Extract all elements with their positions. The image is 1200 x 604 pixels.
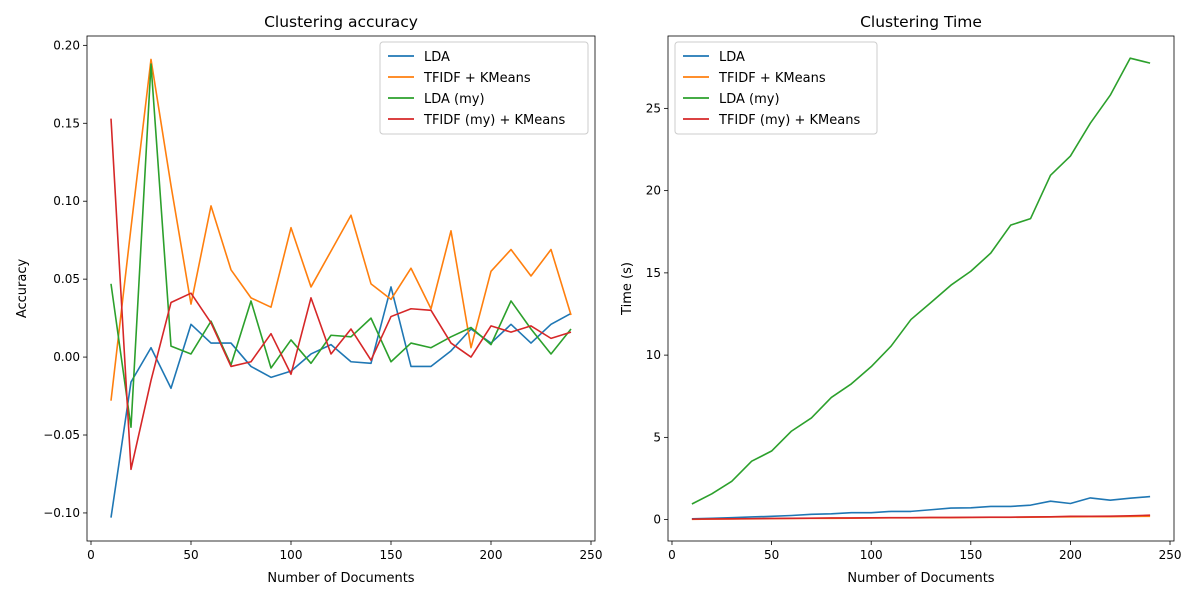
x-tick-label: 250 — [1159, 548, 1182, 562]
legend-label: LDA — [424, 50, 450, 65]
x-axis-label: Number of Documents — [267, 571, 414, 586]
legend-label: TFIDF + KMeans — [423, 71, 531, 86]
series-line-3 — [110, 63, 572, 429]
y-tick-label: 5 — [653, 430, 661, 444]
legend-label: TFIDF + KMeans — [718, 71, 826, 86]
legend: LDA TFIDF + KMeans LDA (my) TFIDF (my) + KM… — [379, 41, 589, 135]
x-tick-label: 0 — [87, 548, 95, 562]
x-tick-label: 150 — [380, 548, 403, 562]
x-tick-label: 150 — [959, 548, 982, 562]
accuracy-chart: 0 50 100 150 200 250 −0.10 −0.05 0.00 0.05 0.10 0.1… — [15, 13, 602, 586]
y-axis-label: Accuracy — [15, 259, 30, 319]
legend-label: LDA — [719, 50, 745, 65]
y-tick-label: 0 — [653, 513, 661, 527]
time-chart: 0 50 100 150 200 250 0 5 10 15 20 25 Clustering Time… — [620, 13, 1181, 586]
y-axis-label: Time (s) — [620, 262, 635, 316]
chart-title: Clustering accuracy — [264, 13, 418, 31]
y-tick-label: 0.00 — [53, 350, 80, 364]
plot-area — [691, 57, 1151, 521]
series-line-4 — [110, 118, 572, 471]
y-tick-label: 10 — [646, 348, 661, 362]
y-tick-label: −0.10 — [43, 506, 80, 520]
y-tick-label: 15 — [646, 266, 661, 280]
axes-frame — [667, 35, 1175, 542]
legend-box — [674, 41, 878, 135]
legend-label: TFIDF (my) + KMeans — [718, 113, 860, 128]
series-line-2 — [110, 58, 572, 401]
series-line-3 — [691, 57, 1151, 505]
plot-area — [110, 58, 572, 518]
x-tick-label: 200 — [480, 548, 503, 562]
legend-box — [379, 41, 589, 135]
chart-title: Clustering Time — [860, 13, 982, 31]
y-tick-label: −0.05 — [43, 428, 80, 442]
x-tick-label: 50 — [764, 548, 779, 562]
legend: LDA TFIDF + KMeans LDA (my) TFIDF (my) + KM… — [674, 41, 878, 135]
axes-frame — [86, 35, 596, 542]
y-tick-label: 0.10 — [53, 194, 80, 208]
x-tick-label: 100 — [280, 548, 303, 562]
x-axis-label: Number of Documents — [847, 571, 994, 586]
legend-label: TFIDF (my) + KMeans — [423, 113, 565, 128]
y-tick-label: 0.15 — [53, 116, 80, 130]
legend-label: LDA (my) — [719, 92, 780, 107]
x-tick-label: 250 — [580, 548, 603, 562]
series-line-4 — [691, 514, 1151, 520]
x-tick-label: 200 — [1059, 548, 1082, 562]
legend-label: LDA (my) — [424, 92, 485, 107]
y-tick-label: 0.05 — [53, 272, 80, 286]
x-tick-label: 0 — [668, 548, 676, 562]
series-line-1 — [110, 286, 572, 518]
y-tick-label: 25 — [646, 101, 661, 115]
x-tick-label: 50 — [183, 548, 198, 562]
y-tick-label: 20 — [646, 184, 661, 198]
y-tick-label: 0.20 — [53, 38, 80, 52]
x-tick-label: 100 — [860, 548, 883, 562]
series-line-1 — [691, 495, 1151, 520]
